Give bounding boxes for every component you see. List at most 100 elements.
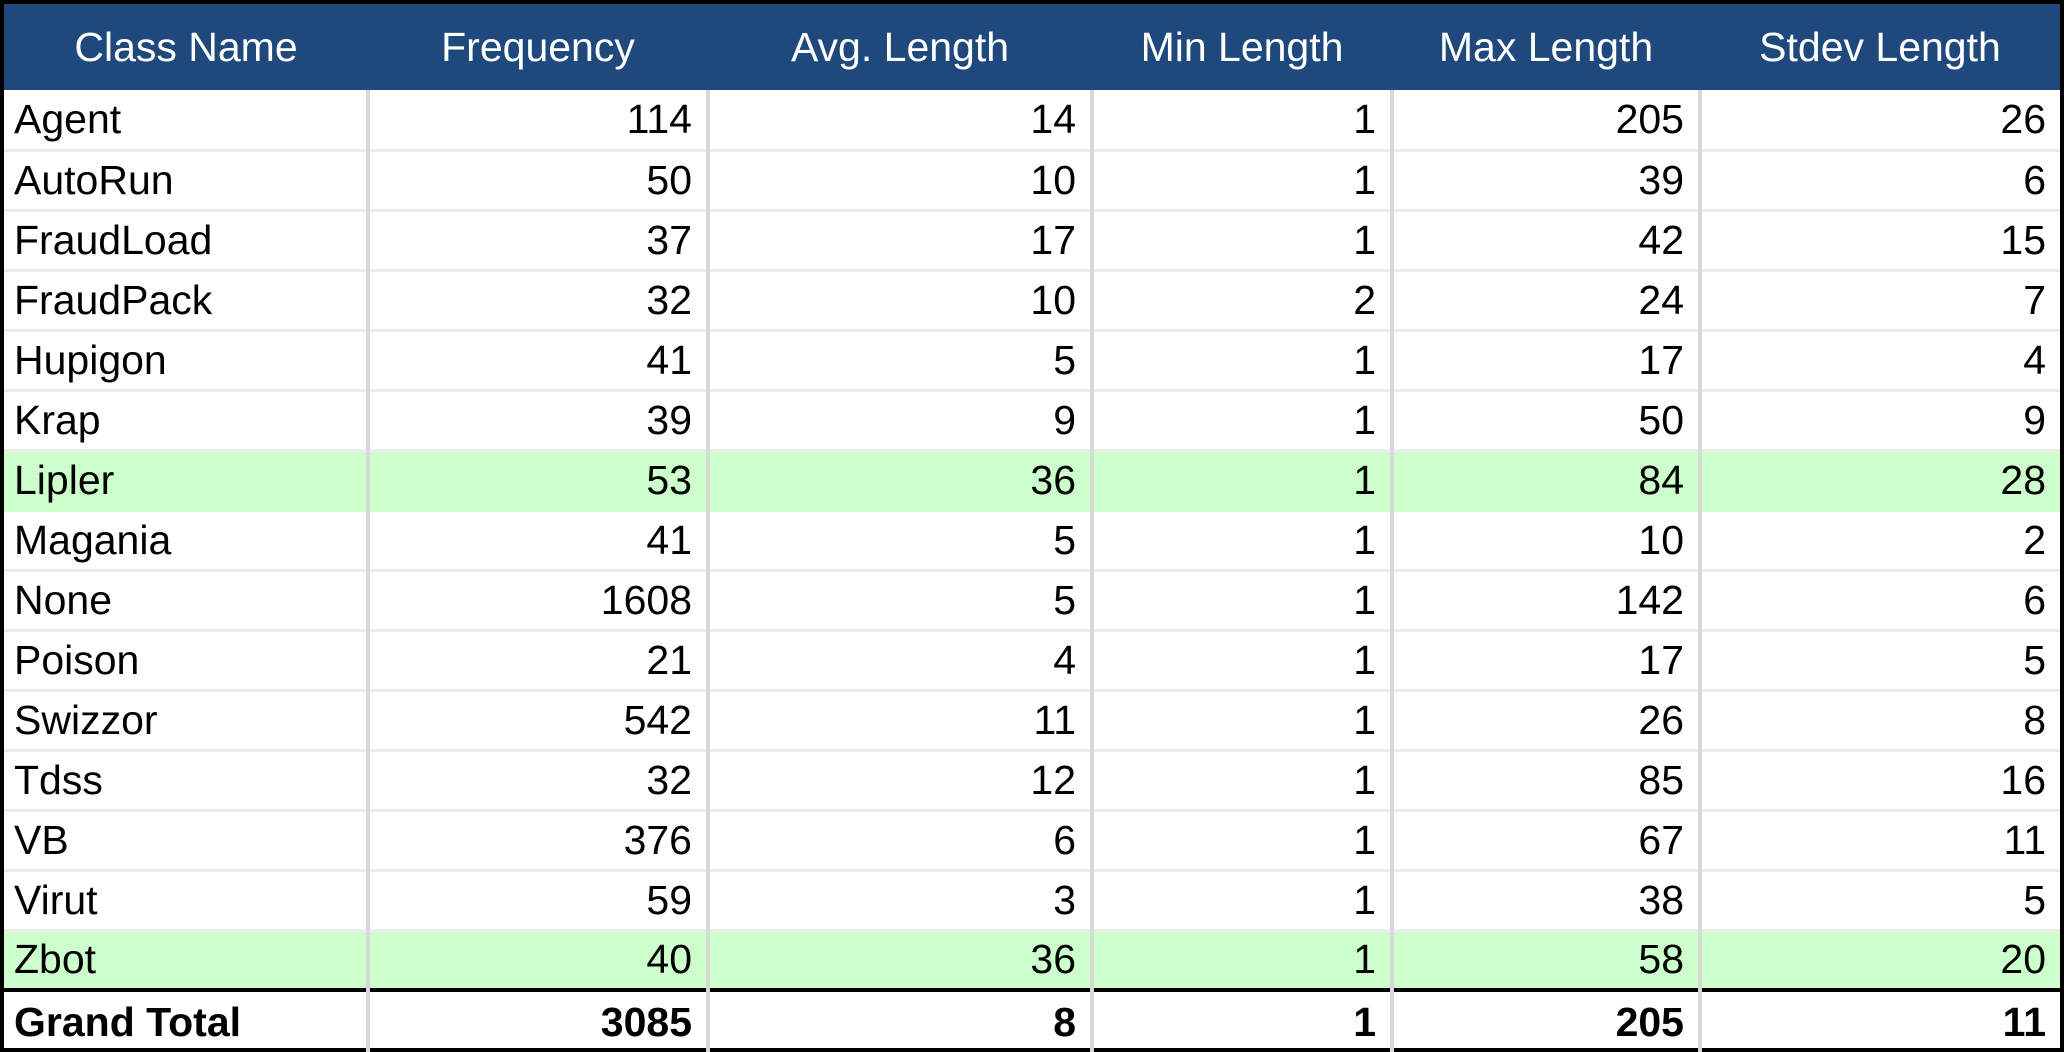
cell-frequency: 542 [366,690,708,752]
total-cell-max-length: 205 [1390,988,1700,1052]
cell-stdev-length: 28 [1698,450,2060,512]
cell-min-length: 1 [1090,510,1392,572]
table-row: Tdss 32 12 1 85 16 [4,750,2060,812]
cell-class-name: None [4,570,368,632]
table-row: FraudLoad 37 17 1 42 15 [4,210,2060,272]
cell-class-name: Poison [4,630,368,692]
total-cell-min-length: 1 [1090,988,1392,1052]
cell-avg-length: 14 [706,90,1092,152]
table-row: Zbot 40 36 1 58 20 [4,930,2060,992]
cell-min-length: 1 [1090,570,1392,632]
cell-min-length: 1 [1090,810,1392,872]
table-row: Magania 41 5 1 10 2 [4,510,2060,572]
cell-frequency: 41 [366,510,708,572]
cell-stdev-length: 6 [1698,570,2060,632]
cell-min-length: 1 [1090,390,1392,452]
cell-max-length: 10 [1390,510,1700,572]
cell-frequency: 41 [366,330,708,392]
cell-class-name: FraudLoad [4,210,368,272]
cell-max-length: 39 [1390,150,1700,212]
cell-max-length: 142 [1390,570,1700,632]
cell-stdev-length: 7 [1698,270,2060,332]
table-row: VB 376 6 1 67 11 [4,810,2060,872]
class-length-table: Class Name Frequency Avg. Length Min Len… [4,4,2060,1052]
cell-frequency: 40 [366,930,708,992]
cell-avg-length: 36 [706,450,1092,512]
table-row: Poison 21 4 1 17 5 [4,630,2060,692]
column-header-class-name: Class Name [4,4,368,90]
cell-class-name: Tdss [4,750,368,812]
cell-class-name: AutoRun [4,150,368,212]
cell-frequency: 32 [366,270,708,332]
cell-frequency: 376 [366,810,708,872]
cell-min-length: 1 [1090,930,1392,992]
cell-max-length: 24 [1390,270,1700,332]
grand-total-row: Grand Total 3085 8 1 205 11 [4,988,2060,1052]
cell-class-name: Krap [4,390,368,452]
total-cell-frequency: 3085 [366,988,708,1052]
table-row: FraudPack 32 10 2 24 7 [4,270,2060,332]
cell-avg-length: 11 [706,690,1092,752]
cell-stdev-length: 16 [1698,750,2060,812]
cell-max-length: 17 [1390,330,1700,392]
cell-frequency: 32 [366,750,708,812]
table-row: None 1608 5 1 142 6 [4,570,2060,632]
cell-class-name: Swizzor [4,690,368,752]
cell-stdev-length: 9 [1698,390,2060,452]
cell-class-name: VB [4,810,368,872]
cell-class-name: Zbot [4,930,368,992]
total-cell-avg-length: 8 [706,988,1092,1052]
cell-stdev-length: 26 [1698,90,2060,152]
header-row: Class Name Frequency Avg. Length Min Len… [4,4,2060,90]
cell-min-length: 1 [1090,150,1392,212]
cell-min-length: 1 [1090,750,1392,812]
cell-avg-length: 12 [706,750,1092,812]
cell-stdev-length: 5 [1698,870,2060,932]
cell-frequency: 59 [366,870,708,932]
column-header-stdev-length: Stdev Length [1700,4,2060,90]
cell-frequency: 114 [366,90,708,152]
cell-avg-length: 5 [706,330,1092,392]
cell-class-name: Virut [4,870,368,932]
cell-class-name: Magania [4,510,368,572]
cell-avg-length: 10 [706,270,1092,332]
cell-stdev-length: 11 [1698,810,2060,872]
cell-avg-length: 9 [706,390,1092,452]
cell-class-name: Agent [4,90,368,152]
cell-min-length: 1 [1090,90,1392,152]
cell-min-length: 2 [1090,270,1392,332]
table-row: Virut 59 3 1 38 5 [4,870,2060,932]
table-row: Krap 39 9 1 50 9 [4,390,2060,452]
cell-avg-length: 3 [706,870,1092,932]
cell-frequency: 50 [366,150,708,212]
cell-min-length: 1 [1090,870,1392,932]
cell-min-length: 1 [1090,330,1392,392]
cell-stdev-length: 2 [1698,510,2060,572]
table-row: AutoRun 50 10 1 39 6 [4,150,2060,212]
total-cell-stdev-length: 11 [1698,988,2060,1052]
cell-avg-length: 10 [706,150,1092,212]
cell-max-length: 84 [1390,450,1700,512]
column-header-avg-length: Avg. Length [708,4,1092,90]
cell-max-length: 67 [1390,810,1700,872]
cell-max-length: 205 [1390,90,1700,152]
column-header-max-length: Max Length [1392,4,1700,90]
cell-max-length: 38 [1390,870,1700,932]
table-row: Hupigon 41 5 1 17 4 [4,330,2060,392]
cell-max-length: 26 [1390,690,1700,752]
cell-class-name: Lipler [4,450,368,512]
cell-avg-length: 17 [706,210,1092,272]
column-header-frequency: Frequency [368,4,708,90]
cell-max-length: 50 [1390,390,1700,452]
cell-frequency: 21 [366,630,708,692]
cell-stdev-length: 6 [1698,150,2060,212]
total-cell-class-name: Grand Total [4,988,368,1052]
cell-avg-length: 6 [706,810,1092,872]
table-body: Agent 114 14 1 205 26 AutoRun 50 10 1 39 6 FraudLoad… [4,90,2060,1052]
cell-max-length: 85 [1390,750,1700,812]
column-header-min-length: Min Length [1092,4,1392,90]
cell-avg-length: 5 [706,510,1092,572]
cell-frequency: 37 [366,210,708,272]
cell-frequency: 39 [366,390,708,452]
